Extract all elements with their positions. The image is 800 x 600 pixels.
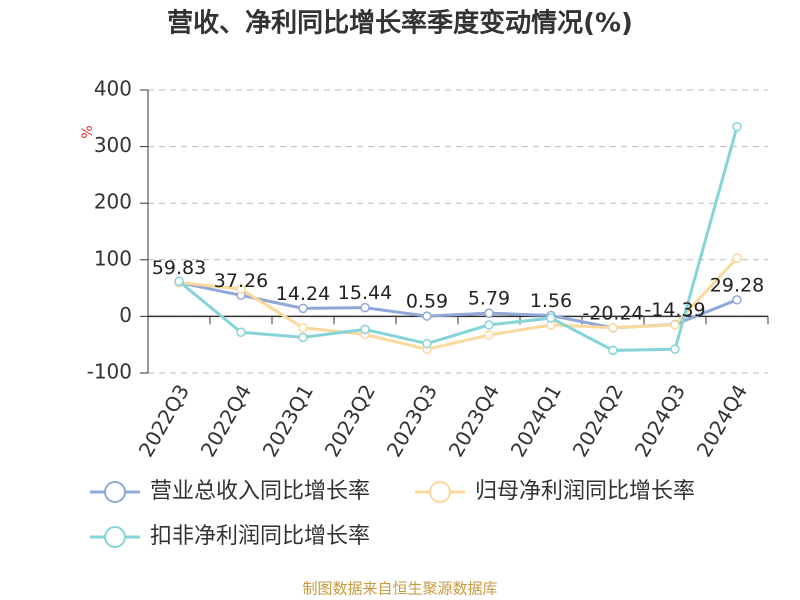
data-point: [298, 322, 308, 333]
series-line: [178, 126, 739, 352]
y-axis-label: %: [80, 125, 96, 138]
y-tick-label: 100: [94, 246, 132, 270]
data-point: [732, 295, 742, 305]
data-point: [732, 122, 742, 132]
data-label: 5.79: [468, 288, 510, 310]
data-label: -20.24: [582, 302, 643, 324]
legend-label: 归母净利润同比增长率: [475, 479, 695, 504]
y-tick-label: 300: [94, 133, 132, 157]
chart-title: 营收、净利同比增长率季度变动情况(%): [167, 8, 633, 39]
x-tick-label: 2023Q4: [444, 380, 504, 461]
data-label: -14.39: [644, 299, 705, 321]
data-point: [422, 311, 432, 321]
y-tick-label: 400: [94, 77, 132, 101]
data-point: [422, 338, 432, 349]
data-point: [298, 303, 308, 314]
x-tick-label: 2023Q2: [320, 380, 380, 461]
y-tick-label: 200: [94, 190, 132, 214]
legend-marker: [104, 481, 126, 503]
data-label: 1.56: [530, 290, 572, 312]
x-tick-label: 2022Q3: [134, 380, 194, 461]
data-point: [484, 330, 494, 340]
legend-label: 营业总收入同比增长率: [150, 479, 370, 504]
y-tick-label: -100: [87, 360, 132, 384]
data-label: 37.26: [214, 270, 268, 292]
data-point: [236, 284, 246, 294]
data-label: 14.24: [276, 283, 330, 305]
data-point: [236, 327, 246, 337]
y-tick-label: 0: [119, 303, 132, 327]
data-point: [732, 253, 742, 263]
data-label: 0.59: [406, 291, 448, 313]
source-note: 制图数据来自恒生聚源数据库: [302, 580, 497, 598]
data-point: [670, 320, 680, 330]
data-point: [174, 276, 184, 287]
x-tick-label: 2022Q4: [196, 380, 256, 461]
x-tick-label: 2024Q4: [692, 380, 752, 461]
x-tick-label: 2023Q1: [258, 380, 318, 461]
data-point: [608, 322, 618, 333]
legend-marker: [429, 481, 451, 503]
legend-marker: [104, 526, 126, 548]
x-tick-label: 2023Q3: [382, 380, 442, 461]
data-point: [360, 324, 370, 335]
x-tick-label: 2024Q1: [506, 380, 566, 461]
data-point: [546, 313, 556, 323]
data-point: [484, 320, 494, 330]
data-point: [298, 332, 308, 343]
data-point: [360, 302, 370, 313]
data-point: [484, 308, 494, 318]
data-label: 15.44: [338, 282, 392, 304]
data-point: [608, 345, 618, 356]
data-label: 29.28: [710, 274, 764, 296]
x-tick-label: 2024Q3: [630, 380, 690, 461]
data-point: [670, 344, 680, 354]
series-line: [178, 257, 739, 351]
x-tick-label: 2024Q2: [568, 380, 628, 461]
data-label: 59.83: [152, 257, 206, 279]
legend-label: 扣非净利润同比增长率: [150, 524, 370, 549]
